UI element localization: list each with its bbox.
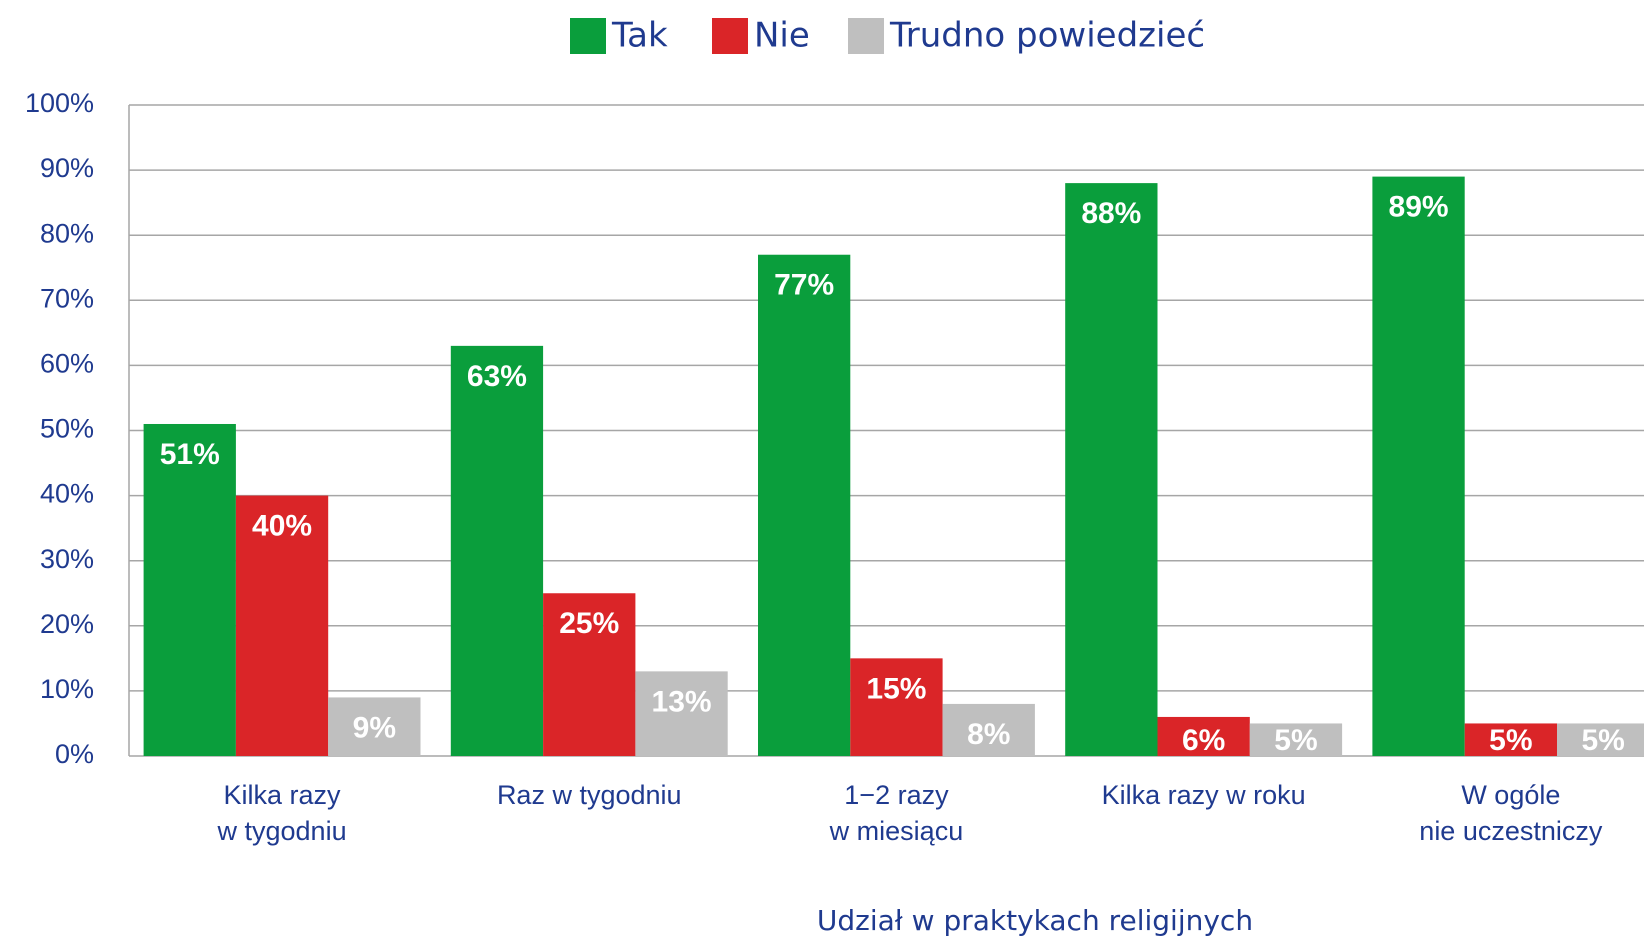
x-tick-label: Kilka razy: [224, 780, 342, 810]
legend-swatch: [848, 18, 884, 54]
value-label: 63%: [467, 360, 527, 393]
bar: [942, 703, 1035, 756]
y-tick-label: 60%: [40, 349, 94, 379]
value-label: 89%: [1389, 191, 1449, 224]
y-tick-label: 30%: [40, 544, 94, 574]
bar: [850, 658, 943, 756]
bar: [1249, 723, 1343, 756]
value-label: 51%: [160, 438, 220, 471]
legend-swatch: [712, 18, 748, 54]
value-label: 25%: [559, 607, 619, 640]
value-label: 13%: [652, 685, 712, 718]
bar: [1372, 176, 1465, 757]
bar: [758, 254, 851, 757]
y-tick-label: 100%: [25, 88, 94, 118]
bar: [450, 345, 544, 756]
x-axis-title: Udział w praktykach religijnych: [817, 904, 1253, 937]
bar: [1157, 716, 1250, 756]
bar: [328, 697, 421, 756]
value-label: 9%: [353, 711, 396, 744]
legend-label: Nie: [754, 16, 810, 56]
value-label: 5%: [1274, 724, 1317, 757]
x-tick-label: W ogóle: [1461, 780, 1560, 810]
y-tick-label: 90%: [40, 153, 94, 183]
bar: [635, 671, 728, 756]
value-label: 8%: [967, 718, 1010, 751]
y-tick-label: 10%: [40, 674, 94, 704]
bar: [143, 423, 236, 756]
value-label: 40%: [252, 510, 312, 543]
legend-label: Trudno powiedzieć: [889, 16, 1205, 56]
y-tick-label: 80%: [40, 218, 94, 248]
x-tick-label: w miesiącu: [829, 816, 964, 846]
value-label: 77%: [774, 269, 834, 302]
legend-swatch: [570, 18, 606, 54]
value-label: 5%: [1489, 724, 1532, 757]
bar: [1557, 723, 1644, 756]
y-tick-label: 70%: [40, 283, 94, 313]
x-tick-label: Raz w tygodniu: [497, 780, 682, 810]
y-tick-label: 50%: [40, 414, 94, 444]
y-tick-label: 40%: [40, 479, 94, 509]
bar: [235, 495, 329, 756]
value-label: 5%: [1581, 724, 1624, 757]
value-label: 6%: [1182, 724, 1225, 757]
x-tick-label: w tygodniu: [217, 816, 347, 846]
y-tick-label: 0%: [55, 739, 94, 769]
bar: [1464, 723, 1557, 756]
x-tick-label: nie uczestniczy: [1419, 816, 1603, 846]
legend-label: Tak: [611, 16, 668, 56]
bar: [543, 593, 636, 756]
value-label: 88%: [1081, 197, 1141, 230]
value-label: 15%: [866, 672, 926, 705]
y-tick-label: 20%: [40, 609, 94, 639]
x-tick-label: Kilka razy w roku: [1102, 780, 1306, 810]
bar: [1065, 183, 1158, 756]
x-tick-label: 1−2 razy: [844, 780, 949, 810]
